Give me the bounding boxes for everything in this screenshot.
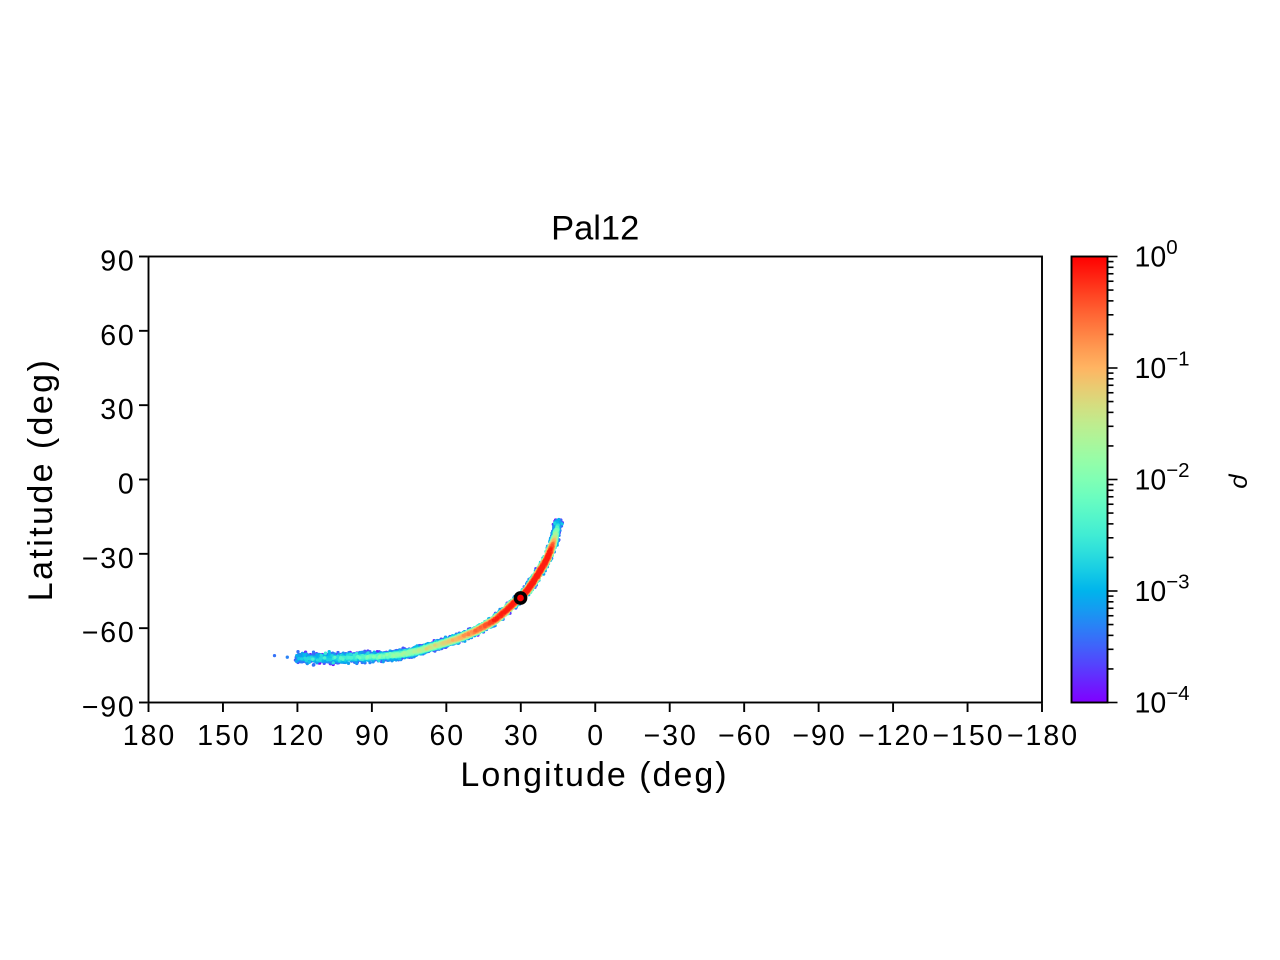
svg-text:−150: −150	[932, 720, 1004, 752]
svg-text:0: 0	[118, 469, 136, 501]
svg-text:30: 30	[504, 720, 540, 752]
svg-text:0: 0	[587, 720, 605, 752]
svg-text:−30: −30	[82, 543, 136, 575]
svg-text:−90: −90	[82, 692, 136, 724]
svg-text:30: 30	[100, 394, 135, 426]
svg-text:ρ: ρ	[1228, 473, 1256, 488]
svg-text:−60: −60	[718, 720, 772, 752]
svg-text:120: 120	[272, 720, 326, 752]
svg-text:10−2: 10−2	[1135, 459, 1190, 497]
svg-text:60: 60	[100, 320, 135, 352]
svg-text:−90: −90	[792, 720, 846, 752]
svg-text:−60: −60	[82, 617, 136, 649]
svg-text:90: 90	[355, 720, 391, 752]
svg-text:−180: −180	[1007, 720, 1079, 752]
svg-text:180: 180	[123, 720, 177, 752]
svg-text:150: 150	[197, 720, 251, 752]
svg-text:60: 60	[429, 720, 465, 752]
svg-text:90: 90	[100, 246, 135, 278]
svg-text:Longitude (deg): Longitude (deg)	[460, 756, 728, 794]
svg-text:−120: −120	[858, 720, 930, 752]
svg-text:−30: −30	[644, 720, 698, 752]
svg-text:Pal12: Pal12	[551, 210, 639, 248]
svg-text:Latitude (deg): Latitude (deg)	[22, 358, 60, 601]
